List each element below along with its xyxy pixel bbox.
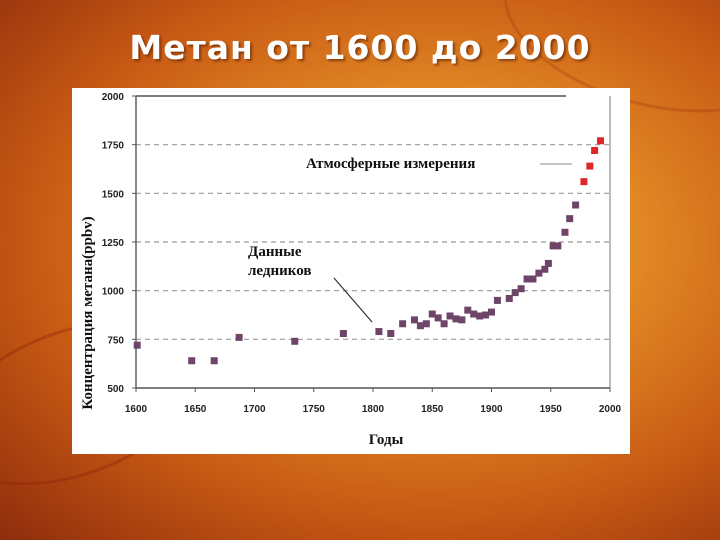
x-axis-label: Годы	[369, 432, 404, 448]
x-tick-label: 1700	[243, 404, 266, 415]
ice-point	[291, 337, 299, 345]
annotation-atmospheric: Атмосферные измерения	[306, 156, 475, 172]
ice-point	[505, 294, 513, 302]
ice-point	[428, 310, 436, 318]
y-tick-label: 1500	[102, 189, 125, 200]
ice-point	[188, 357, 196, 365]
ice-point	[554, 242, 562, 250]
atmospheric-point	[586, 162, 594, 170]
ice-point	[422, 320, 430, 328]
ice-point	[488, 308, 495, 316]
ice-point	[482, 311, 490, 319]
ice-point	[549, 242, 557, 250]
data-points	[133, 137, 605, 365]
y-tick-label: 1000	[102, 287, 125, 298]
ice-point	[399, 320, 407, 328]
y-tick-label: 1750	[102, 141, 125, 152]
ice-point	[416, 322, 424, 330]
ice-point	[410, 316, 418, 324]
ice-point	[561, 228, 569, 236]
annotation-ice-line1: Данные	[248, 244, 302, 260]
ice-point	[210, 357, 218, 365]
x-tick-label: 2000	[599, 404, 622, 415]
y-tick-labels: 500 750 1000 1250 1500 1750 2000	[102, 92, 125, 395]
y-tick-label: 750	[107, 335, 124, 346]
ice-point	[523, 275, 531, 283]
x-tick-label: 1600	[125, 404, 148, 415]
ice-point	[529, 275, 537, 283]
ice-point	[572, 201, 580, 209]
ice-point	[434, 314, 442, 322]
ice-point	[493, 296, 501, 304]
ice-point	[470, 310, 478, 318]
x-tick-label: 1900	[480, 404, 503, 415]
ice-point	[535, 269, 543, 277]
ice-point	[387, 329, 395, 337]
ice-point	[541, 265, 549, 273]
chart-panel: 500 750 1000 1250 1500 1750 2000 1600 1650 1700 1…	[72, 88, 630, 454]
annotation-leaders	[333, 163, 572, 323]
ice-point	[446, 312, 454, 320]
chart-axes	[132, 95, 611, 392]
ice-point	[375, 328, 383, 336]
atmospheric-point	[580, 178, 588, 186]
ice-point	[517, 285, 525, 293]
leader-ice	[333, 277, 373, 323]
ice-point	[440, 320, 448, 328]
slide-title: Метан от 1600 до 2000	[129, 28, 591, 67]
ice-point	[476, 312, 484, 320]
x-tick-label: 1950	[540, 404, 563, 415]
x-tick-label: 1800	[362, 404, 385, 415]
y-tick-label: 1250	[102, 238, 125, 249]
x-tick-label: 1650	[184, 404, 207, 415]
ice-point	[566, 215, 574, 223]
atmospheric-point	[597, 137, 605, 145]
annotation-ice-line2: ледников	[248, 263, 311, 279]
y-tick-label: 2000	[102, 92, 125, 103]
chart-grid	[136, 144, 610, 340]
x-tick-labels: 1600 1650 1700 1750 1800 1850 1900 1950 2000	[125, 404, 622, 415]
ice-point	[452, 315, 460, 323]
y-tick-label: 500	[107, 384, 124, 395]
ice-point	[544, 259, 552, 267]
ice-point	[339, 329, 347, 337]
y-axis-label: Концентрация метана(ppbv)	[80, 216, 96, 409]
x-tick-label: 1750	[303, 404, 326, 415]
ice-point	[235, 333, 243, 341]
x-tick-label: 1850	[421, 404, 444, 415]
ice-point	[464, 306, 472, 314]
ice-point	[133, 341, 141, 349]
ice-point	[511, 289, 519, 297]
atmospheric-point	[591, 147, 599, 155]
ice-point	[458, 316, 466, 324]
